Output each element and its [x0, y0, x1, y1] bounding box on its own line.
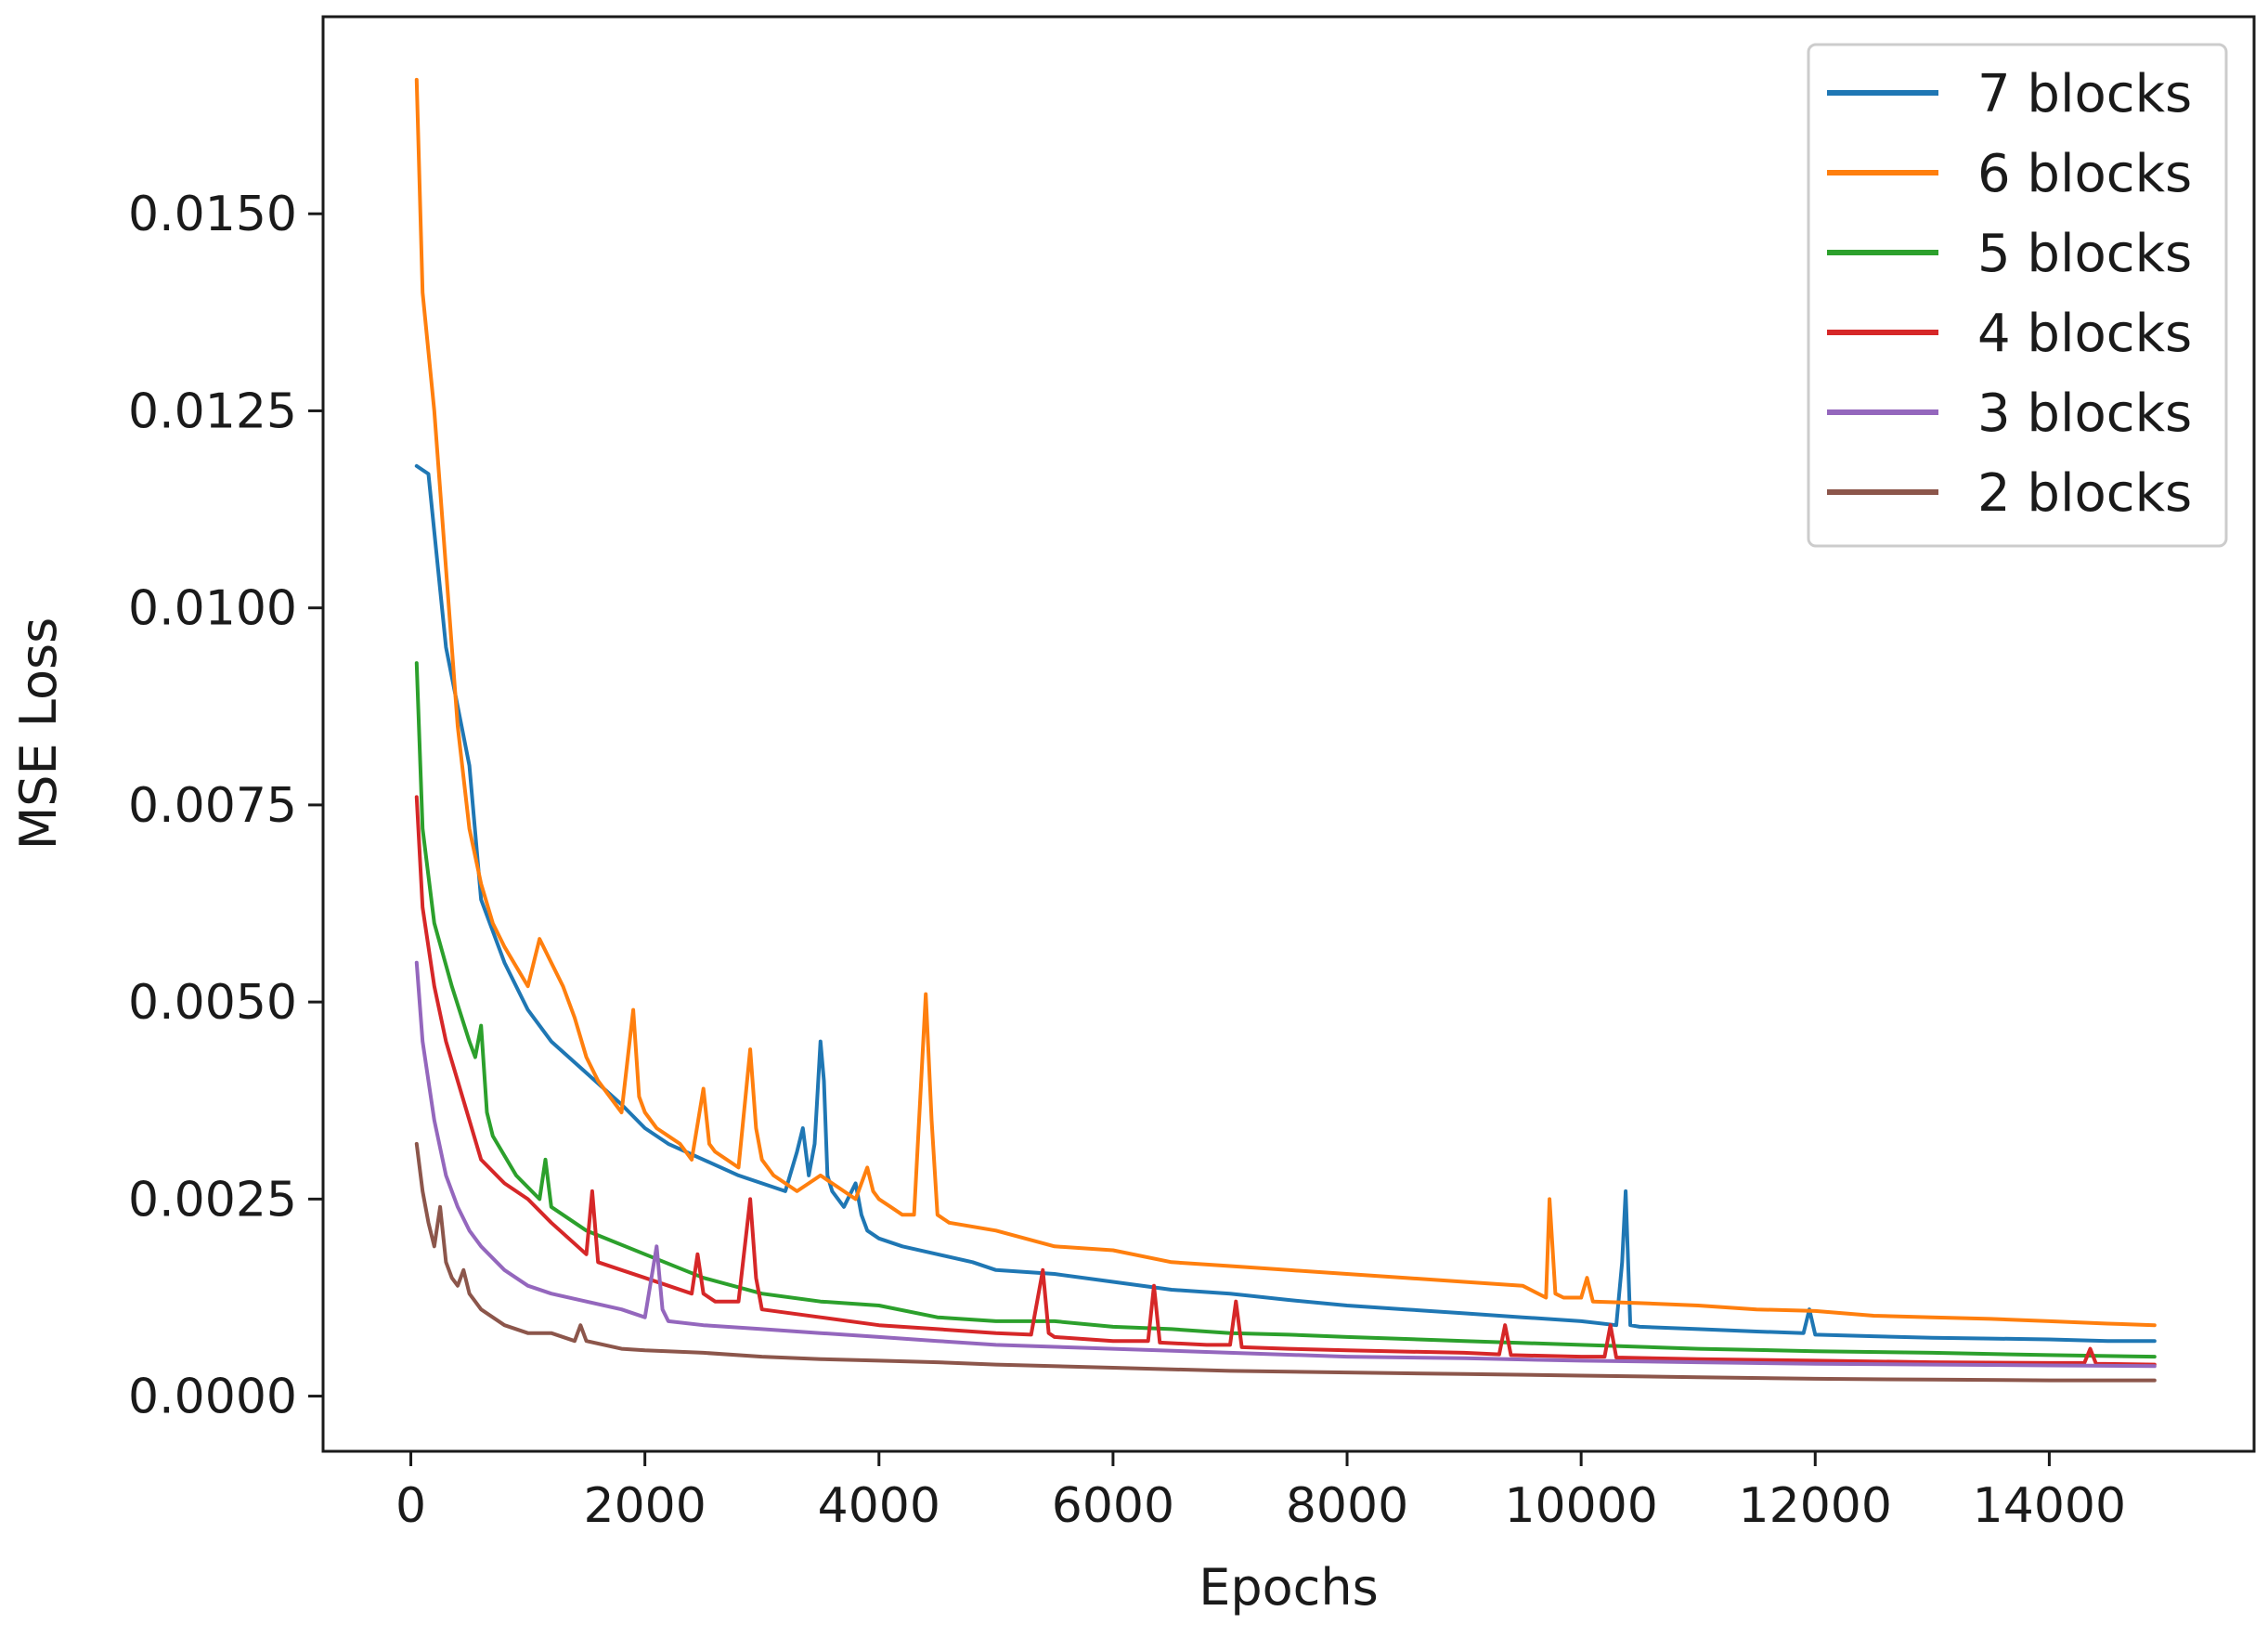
y-tick-label: 0.0125 — [128, 383, 297, 439]
y-tick-label: 0.0025 — [128, 1172, 297, 1228]
legend: 7 blocks 6 blocks 5 blocks 4 blocks 3 blocks… — [1807, 43, 2228, 548]
y-tick-label: 0.0000 — [128, 1370, 297, 1425]
legend-label: 2 blocks — [1977, 463, 2192, 524]
series-line-5-blocks — [414, 661, 2157, 1359]
x-axis-ticks: 0 2000 4000 6000 8000 10000 12000 14000 — [395, 1451, 2126, 1534]
x-tick-label: 2000 — [583, 1478, 706, 1534]
y-tick-label: 0.0150 — [128, 187, 297, 242]
x-tick-label: 14000 — [1973, 1478, 2126, 1534]
series-line-6-blocks — [414, 77, 2157, 1328]
legend-items: 7 blocks 6 blocks 5 blocks 4 blocks 3 blocks… — [1827, 64, 2192, 524]
x-tick-label: 6000 — [1052, 1478, 1174, 1534]
x-tick-label: 8000 — [1286, 1478, 1408, 1534]
legend-label: 7 blocks — [1977, 64, 2192, 124]
series-line-7-blocks — [414, 463, 2157, 1344]
series-line-3-blocks — [414, 960, 2157, 1369]
x-tick-label: 10000 — [1504, 1478, 1657, 1534]
y-tick-label: 0.0050 — [128, 975, 297, 1031]
y-tick-label: 0.0100 — [128, 581, 297, 637]
series-line-2-blocks — [414, 1141, 2157, 1383]
x-axis-label: Epochs — [1199, 1558, 1378, 1617]
legend-label: 5 blocks — [1977, 224, 2192, 284]
x-tick-label: 0 — [395, 1478, 426, 1534]
y-tick-label: 0.0075 — [128, 778, 297, 834]
series-line-4-blocks — [414, 795, 2157, 1367]
legend-label: 4 blocks — [1977, 304, 2192, 364]
series-layer — [414, 77, 2157, 1383]
x-tick-label: 12000 — [1739, 1478, 1892, 1534]
x-tick-label: 4000 — [818, 1478, 940, 1534]
plot-frame — [321, 15, 2256, 1453]
legend-label: 3 blocks — [1977, 383, 2192, 444]
y-axis-label: MSE Loss — [9, 617, 68, 851]
y-axis-ticks: 0.0000 0.0025 0.0050 0.0075 0.0100 0.0125 0.01… — [128, 187, 323, 1425]
legend-label: 6 blocks — [1977, 144, 2192, 204]
